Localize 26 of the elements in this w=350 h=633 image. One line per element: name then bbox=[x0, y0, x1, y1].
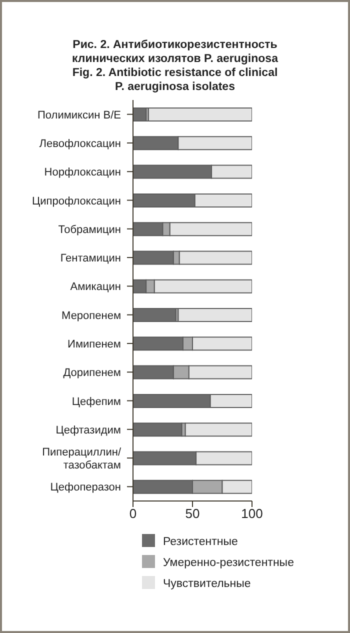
y-tick-label: Пиперациллин/тазобактам bbox=[42, 446, 122, 472]
y-tick-label: Ципрофлоксацин bbox=[32, 195, 121, 208]
y-tick-label: Имипенем bbox=[68, 338, 121, 350]
y-tick-label: Цефоперазон bbox=[50, 482, 121, 494]
y-tick-label: Левофлоксацин bbox=[39, 138, 121, 150]
y-tick-label: Амикацин bbox=[70, 281, 121, 294]
y-tick-label: Тобрамицин bbox=[58, 224, 121, 236]
x-tick-label: 100 bbox=[241, 506, 263, 522]
legend-label: Умеренно-резистентные bbox=[163, 557, 294, 569]
bar bbox=[133, 308, 176, 322]
y-tick-label: Цефепим bbox=[72, 396, 121, 408]
chart-title: Рис. 2. Антибиотикорезистентность клинических изолятов P. aeruginosa Fig. 2. Antibiotic resistance of clinical P. aeruginosa isolates bbox=[71, 38, 279, 94]
y-tick-label: Цефтазидим bbox=[56, 424, 121, 436]
x-tick-label: 50 bbox=[185, 506, 200, 522]
y-tick-label: Полимиксин В/Е bbox=[38, 109, 121, 122]
x-tick-label: 0 bbox=[129, 506, 137, 522]
bar bbox=[178, 308, 252, 322]
legend-label: Резистентные bbox=[163, 536, 238, 548]
y-tick-label: Норфлоксацин bbox=[44, 166, 121, 179]
legend-label: Чувствительные bbox=[163, 578, 251, 590]
y-tick-label: Гентамицин bbox=[60, 252, 121, 265]
bar bbox=[133, 422, 182, 437]
y-tick-label: Дорипенем bbox=[63, 367, 121, 380]
bar bbox=[148, 108, 252, 122]
bar bbox=[184, 422, 252, 437]
y-tick-label: Меропенем bbox=[62, 310, 121, 322]
